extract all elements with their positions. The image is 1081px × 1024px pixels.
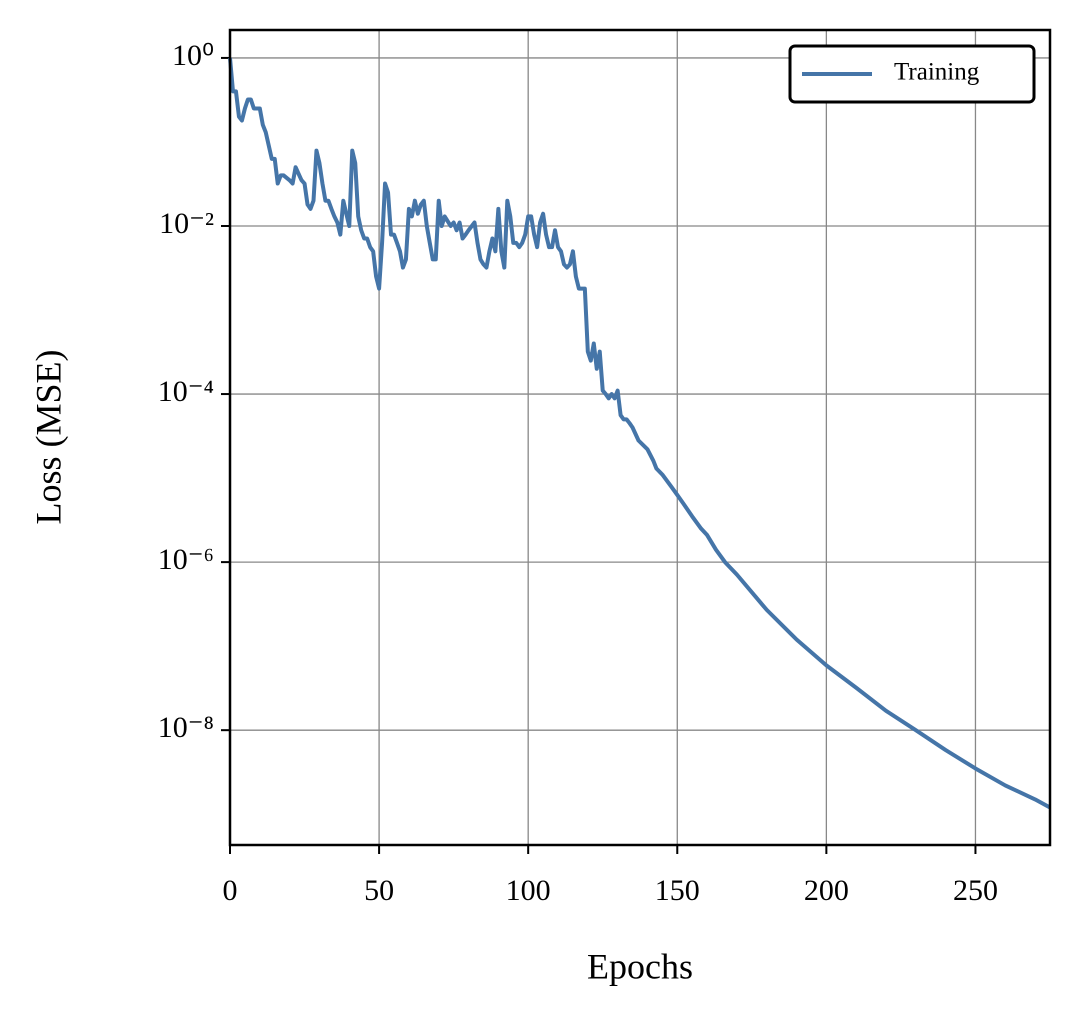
y-axis-label: Loss (MSE) bbox=[28, 349, 68, 524]
x-tick-label: 250 bbox=[953, 874, 998, 907]
legend-box bbox=[788, 44, 1036, 104]
legend-label: Training bbox=[894, 59, 980, 86]
x-tick-label: 200 bbox=[804, 874, 849, 907]
y-tick-label: 10⁻² bbox=[159, 207, 214, 240]
y-tick-label: 10⁰ bbox=[172, 39, 214, 72]
x-tick-label: 0 bbox=[223, 874, 238, 907]
y-tick-label: 10⁻⁴ bbox=[158, 375, 214, 408]
x-tick-label: 50 bbox=[364, 874, 394, 907]
x-tick-label: 150 bbox=[655, 874, 700, 907]
plot-frame bbox=[228, 28, 1052, 847]
y-tick-label: 10⁻⁸ bbox=[158, 711, 214, 744]
x-tick-label: 100 bbox=[506, 874, 551, 907]
x-axis-label: Epochs bbox=[587, 946, 693, 986]
y-tick-label: 10⁻⁶ bbox=[158, 543, 214, 576]
loss-line bbox=[228, 57, 1051, 810]
